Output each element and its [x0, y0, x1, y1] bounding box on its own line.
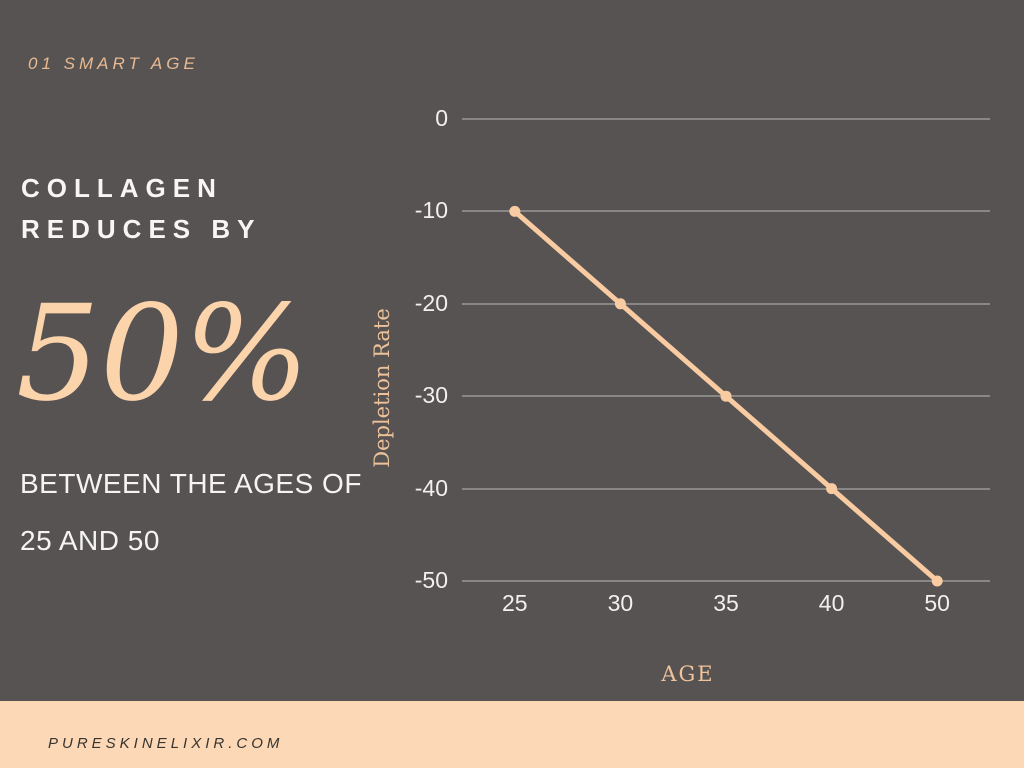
footer-bar: PURESKINELIXIR.COM [0, 701, 1024, 768]
headline: COLLAGEN REDUCES BY [21, 168, 261, 250]
headline-line-1: COLLAGEN [21, 173, 223, 203]
stat-description: BETWEEN THE AGES OF 25 AND 50 [20, 455, 362, 569]
gridline [462, 210, 990, 213]
y-tick-label: 0 [435, 104, 448, 131]
x-tick-label: 40 [818, 590, 845, 616]
y-tick-label: -30 [414, 382, 448, 409]
y-axis-title: Depletion Rate [370, 308, 394, 468]
gridline [462, 302, 990, 305]
section-kicker: 01 SMART AGE [28, 54, 199, 73]
depletion-line-svg [509, 205, 943, 587]
x-tick-label: 25 [502, 590, 528, 616]
data-point-marker [720, 390, 732, 402]
data-point-marker [614, 298, 626, 310]
x-tick-label: 50 [924, 590, 950, 616]
line-chart-plot-area: 0 -10 -20 -30 -40 -50 25 30 35 40 50 [415, 105, 990, 616]
y-tick-label: -10 [414, 197, 448, 224]
stat-description-line-1: BETWEEN THE AGES OF [20, 468, 362, 499]
gridline [462, 487, 990, 490]
x-tick-label: 30 [607, 590, 634, 616]
data-point-marker [931, 575, 943, 587]
stat-value: 50% [16, 277, 310, 431]
data-point-marker [826, 483, 838, 495]
x-axis-title: AGE [661, 662, 715, 686]
gridline [462, 580, 990, 582]
x-tick-label: 35 [713, 590, 739, 616]
data-point-marker [509, 205, 521, 217]
y-tick-label: -40 [414, 474, 448, 501]
y-tick-label: -50 [414, 566, 448, 593]
stat-description-line-2: 25 AND 50 [20, 525, 160, 556]
y-tick-label: -20 [414, 289, 448, 316]
headline-line-2: REDUCES BY [21, 214, 262, 244]
gridline [462, 118, 990, 120]
website-url: PURESKINELIXIR.COM [48, 735, 284, 752]
